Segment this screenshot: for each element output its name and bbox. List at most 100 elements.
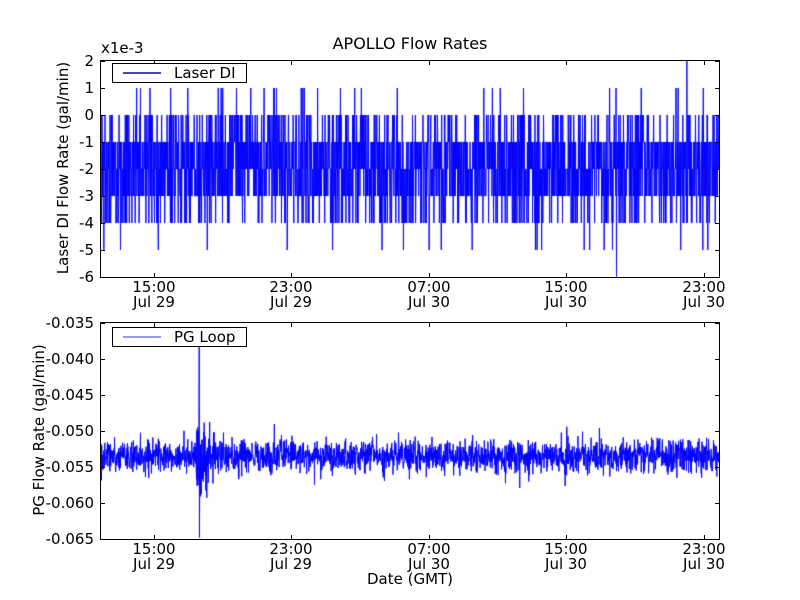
x-tick-date: Jul 30	[408, 293, 450, 311]
y-tick-mark	[715, 88, 719, 89]
x-tick-time: 15:00	[544, 540, 588, 558]
y-tick-mark	[101, 539, 105, 540]
x-tick-label: 15:00 Jul 30	[530, 542, 602, 572]
y-tick-label: -0.055	[45, 458, 94, 476]
y-tick-mark	[101, 395, 105, 396]
y-tick-label: -6	[79, 268, 94, 286]
y-tick-mark	[715, 61, 719, 62]
x-tick-date: Jul 29	[270, 293, 312, 311]
y-tick-mark	[715, 467, 719, 468]
y-tick-label: -1	[79, 133, 94, 151]
y-tick-label: -0.040	[45, 350, 94, 368]
x-tick-mark	[291, 61, 292, 65]
y-tick-mark	[101, 431, 105, 432]
x-tick-time: 23:00	[682, 540, 726, 558]
x-tick-time: 15:00	[132, 278, 176, 296]
pg-loop-legend: PG Loop	[112, 327, 247, 347]
x-tick-time: 07:00	[407, 540, 451, 558]
y-tick-label: -0.045	[45, 386, 94, 404]
y-tick-mark	[101, 88, 105, 89]
x-tick-label: 23:00 Jul 30	[668, 280, 740, 310]
y-tick-label: -0.060	[45, 494, 94, 512]
y-tick-label: 2	[84, 52, 94, 70]
y-tick-mark	[715, 142, 719, 143]
y-tick-mark	[101, 277, 105, 278]
x-tick-date: Jul 29	[133, 555, 175, 573]
x-tick-mark	[566, 535, 567, 539]
x-tick-mark	[154, 535, 155, 539]
x-tick-label: 07:00 Jul 30	[393, 280, 465, 310]
x-tick-mark	[429, 323, 430, 327]
xlabel-date-gmt: Date (GMT)	[366, 570, 454, 588]
y-tick-mark	[715, 503, 719, 504]
x-tick-date: Jul 29	[270, 555, 312, 573]
figure-title: APOLLO Flow Rates	[332, 34, 488, 53]
y-tick-mark	[101, 142, 105, 143]
x-tick-mark	[429, 61, 430, 65]
x-tick-label: 15:00 Jul 30	[530, 280, 602, 310]
pg-loop-series-line	[101, 323, 719, 539]
x-tick-date: Jul 30	[545, 293, 587, 311]
y-tick-label: -0.050	[45, 422, 94, 440]
x-tick-mark	[566, 323, 567, 327]
laser-di-legend-label: Laser DI	[174, 64, 236, 82]
y-tick-label: -3	[79, 187, 94, 205]
x-tick-time: 23:00	[269, 278, 313, 296]
y-tick-mark	[101, 223, 105, 224]
y-tick-mark	[101, 169, 105, 170]
y-tick-label: -0.065	[45, 530, 94, 548]
x-tick-date: Jul 30	[408, 555, 450, 573]
x-tick-mark	[154, 273, 155, 277]
x-tick-mark	[704, 61, 705, 65]
x-tick-mark	[704, 273, 705, 277]
x-tick-time: 07:00	[407, 278, 451, 296]
laser-di-axes: Laser DI	[100, 60, 720, 278]
y-tick-label: -0.035	[45, 314, 94, 332]
x-tick-label: 15:00 Jul 29	[118, 542, 190, 572]
laser-di-legend: Laser DI	[112, 63, 247, 83]
y-tick-mark	[101, 250, 105, 251]
y-tick-mark	[715, 539, 719, 540]
y-tick-mark	[715, 359, 719, 360]
pg-loop-legend-line-icon	[123, 336, 161, 338]
x-tick-label: 23:00 Jul 29	[255, 280, 327, 310]
x-tick-mark	[291, 323, 292, 327]
x-tick-mark	[429, 535, 430, 539]
x-tick-date: Jul 30	[545, 555, 587, 573]
x-tick-mark	[291, 535, 292, 539]
x-tick-label: 15:00 Jul 29	[118, 280, 190, 310]
x-tick-mark	[566, 61, 567, 65]
y-tick-mark	[715, 277, 719, 278]
y-tick-mark	[715, 115, 719, 116]
pg-loop-axes: PG Loop	[100, 322, 720, 540]
x-tick-mark	[704, 323, 705, 327]
x-tick-date: Jul 29	[133, 293, 175, 311]
x-tick-label: 23:00 Jul 29	[255, 542, 327, 572]
y-tick-label: -4	[79, 214, 94, 232]
x-tick-mark	[566, 273, 567, 277]
y-tick-label: -5	[79, 241, 94, 259]
y-tick-mark	[101, 115, 105, 116]
x-tick-date: Jul 30	[683, 293, 725, 311]
y-tick-mark	[101, 503, 105, 504]
y-tick-mark	[715, 250, 719, 251]
x-tick-mark	[154, 323, 155, 327]
y-tick-mark	[715, 323, 719, 324]
y-tick-mark	[715, 395, 719, 396]
x-tick-time: 23:00	[682, 278, 726, 296]
x-tick-mark	[429, 273, 430, 277]
y-tick-label: 0	[84, 106, 94, 124]
x-tick-label: 07:00 Jul 30	[393, 542, 465, 572]
y-tick-mark	[101, 359, 105, 360]
laser-di-series-line	[101, 61, 719, 277]
y-tick-mark	[715, 223, 719, 224]
y-offset-text: x1e-3	[101, 39, 144, 57]
x-tick-mark	[704, 535, 705, 539]
x-tick-time: 15:00	[132, 540, 176, 558]
y-tick-label: -2	[79, 160, 94, 178]
x-tick-time: 23:00	[269, 540, 313, 558]
x-tick-mark	[291, 273, 292, 277]
pg-loop-legend-label: PG Loop	[174, 328, 236, 346]
y-tick-mark	[101, 196, 105, 197]
